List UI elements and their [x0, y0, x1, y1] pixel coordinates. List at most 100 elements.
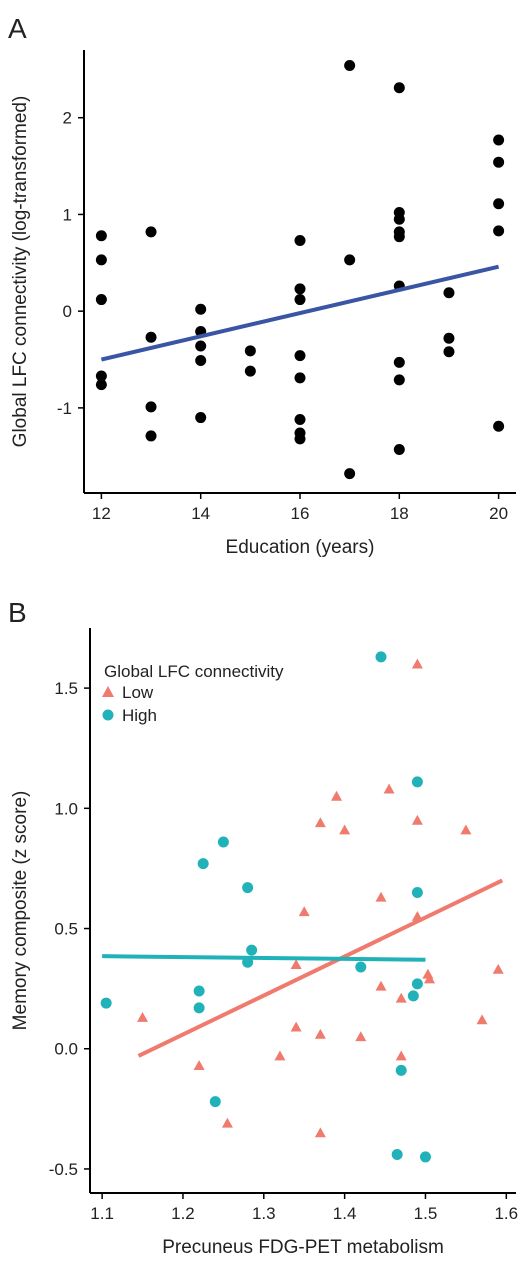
panel-a-point-series-0 [95, 379, 107, 391]
panel-a-point-series-0 [344, 254, 356, 266]
panel-b-axes: 1.1 1.2 1.3 1.4 1.5 1.6 -0.5 0.0 0.5 1.0 1.5 [49, 628, 518, 1223]
panel-a-y-tick-label: 1 [63, 205, 72, 224]
panel-b-point-high [193, 1002, 205, 1014]
panel-a-y-tick-label: 0 [63, 302, 72, 321]
panel-a-point-series-0 [294, 372, 306, 384]
panel-a-points [95, 59, 505, 480]
panel-b-point-high [209, 1096, 221, 1108]
panel-a-point-series-0 [195, 303, 207, 315]
panel-a-x-tick-label: 12 [92, 504, 111, 523]
panel-a-point-series-0 [195, 340, 207, 352]
panel-b-point-low [411, 814, 423, 825]
panel-a-y-tick-label: 2 [63, 109, 72, 128]
panel-a-point-series-0 [95, 370, 107, 382]
panel-a-point-series-0 [294, 413, 306, 425]
panel-a-letter: A [8, 13, 27, 44]
panel-b-point-low [424, 973, 436, 984]
panel-a-point-series-0 [393, 443, 405, 455]
panel-a-point-series-0 [145, 401, 157, 413]
panel-b-point-low [290, 1021, 302, 1032]
panel-b-fit-line-high [102, 954, 426, 962]
panel-b-point-low [314, 817, 326, 828]
panel-a-point-series-0 [344, 468, 356, 480]
panel-a-point-series-0 [95, 294, 107, 306]
panel-b-point-high [197, 858, 209, 870]
panel-b-point-low [137, 1011, 149, 1022]
panel-a-y-tick-label: -1 [57, 399, 72, 418]
legend-title: Global LFC connectivity [104, 662, 284, 681]
legend-low-triangle-marker [102, 686, 114, 697]
panel-b-point-high [411, 978, 423, 990]
panel-b-y-tick-label: 0.5 [54, 920, 78, 939]
panel-a-point-series-0 [493, 156, 505, 168]
panel-b-point-high [217, 836, 229, 848]
panel-a-x-tick-label: 20 [489, 504, 508, 523]
panel-b-point-low [476, 1014, 488, 1025]
panel-a-point-series-0 [95, 230, 107, 242]
panel-a-fit-line [100, 264, 500, 362]
panel-b-point-high [100, 997, 112, 1009]
panel-a-point-series-0 [145, 331, 157, 343]
panel-b-legend: Global LFC connectivity Low High [102, 662, 284, 725]
panel-a-point-series-0 [294, 294, 306, 306]
panel-a-x-tick-label: 18 [390, 504, 409, 523]
panel-b-point-high [375, 651, 387, 663]
panel-a-point-series-0 [244, 365, 256, 377]
panel-b-x-tick-label: 1.5 [414, 1204, 438, 1223]
panel-a-x-tick-label: 14 [191, 504, 210, 523]
panel-a-point-series-0 [95, 254, 107, 266]
panel-b-point-low [395, 1050, 407, 1061]
panel-a-point-series-0 [493, 225, 505, 237]
panel-a-point-series-0 [294, 283, 306, 295]
panel-a-point-series-0 [145, 430, 157, 442]
panel-b-point-high [355, 961, 367, 973]
panel-b-point-low [339, 824, 351, 835]
panel-b-point-high [391, 1149, 403, 1161]
panel-b-y-tick-label: 1.0 [54, 799, 78, 818]
panel-b-point-high [193, 985, 205, 997]
panel-b-x-tick-label: 1.2 [171, 1204, 195, 1223]
panel-a-point-series-0 [493, 134, 505, 146]
panel-b-y-tick-label: 0.0 [54, 1040, 78, 1059]
panel-b-point-high [242, 882, 254, 894]
panel-a-point-series-0 [294, 350, 306, 362]
panel-a-x-axis-title: Education (years) [226, 537, 375, 558]
legend-high-circle-marker [102, 709, 114, 721]
panel-b-point-low [314, 1028, 326, 1039]
panel-b-point-low [395, 992, 407, 1003]
panel-b-x-tick-label: 1.3 [252, 1204, 276, 1223]
panel-b-points [100, 651, 504, 1163]
panel-b-point-low [355, 1031, 367, 1042]
panel-a-point-series-0 [443, 346, 455, 358]
panel-b-fit-line-low [137, 878, 504, 1058]
panel-b-point-low [274, 1050, 286, 1061]
panel-b-point-low [492, 963, 504, 974]
panel-b-point-high [419, 1151, 431, 1163]
panel-b-point-low [314, 1127, 326, 1138]
panel-a-point-series-0 [393, 356, 405, 368]
panel-b-y-tick-label: 1.5 [54, 679, 78, 698]
panel-a-y-axis-title: Global LFC connectivity (log-transformed… [10, 96, 31, 448]
panel-b-point-low [375, 891, 387, 902]
panel-b-point-low [331, 790, 343, 801]
panel-b-letter: B [8, 597, 27, 628]
panel-b-point-low [298, 906, 310, 917]
panel-a-point-series-0 [294, 433, 306, 445]
panel-a-point-series-0 [493, 420, 505, 432]
panel-b-y-tick-label: -0.5 [49, 1160, 78, 1179]
panel-b-point-high [411, 886, 423, 898]
panel-b-point-low [460, 824, 472, 835]
panel-b-point-low [383, 783, 395, 794]
panel-a-point-series-0 [244, 345, 256, 357]
panel-a-point-series-0 [294, 235, 306, 247]
panel-b-point-high [246, 944, 258, 956]
panel-a-point-series-0 [443, 332, 455, 344]
panel-a-point-series-0 [393, 231, 405, 243]
panel-b-x-tick-label: 1.4 [333, 1204, 357, 1223]
panel-b-point-low [411, 658, 423, 669]
panel-b-point-high [411, 776, 423, 788]
panel-b-x-tick-label: 1.6 [494, 1204, 518, 1223]
panel-b-x-axis-title: Precuneus FDG-PET metabolism [162, 1237, 444, 1258]
